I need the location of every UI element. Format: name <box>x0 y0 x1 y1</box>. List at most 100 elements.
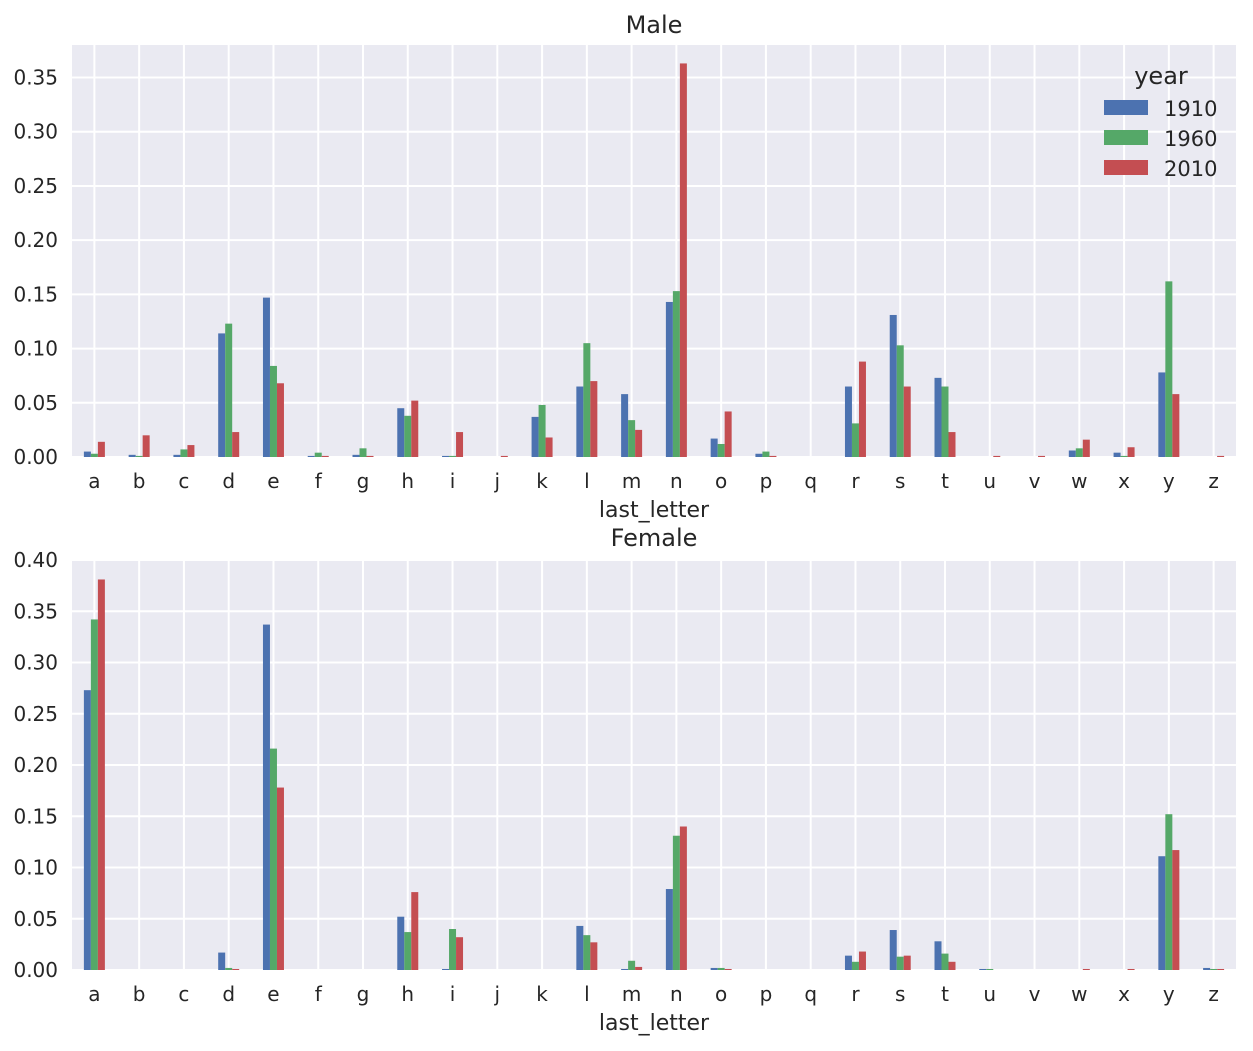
x-tick-label: z <box>1208 469 1219 493</box>
legend-label-2010: 2010 <box>1164 157 1217 181</box>
bars <box>83 579 1225 970</box>
y-tick-label: 0.20 <box>13 753 58 777</box>
bar-1910-x <box>1113 452 1121 457</box>
bar-1910-m <box>621 394 629 457</box>
bar-1910-c <box>173 454 181 457</box>
chart-title: Female <box>611 524 698 552</box>
bar-1960-o <box>717 443 725 457</box>
bar-1960-m <box>628 420 636 457</box>
x-tick-label: f <box>315 982 323 1006</box>
bar-1910-w <box>1068 450 1076 457</box>
bar-2010-m <box>635 429 643 457</box>
bar-1960-s <box>896 956 904 970</box>
x-axis-label: last_letter <box>599 1011 710 1036</box>
bar-1960-m <box>628 960 636 970</box>
bar-1910-t <box>934 941 942 970</box>
y-tick-label: 0.25 <box>13 702 58 726</box>
y-tick-label: 0.40 <box>13 548 58 572</box>
bar-2010-z <box>1217 968 1225 970</box>
bar-1960-n <box>672 835 680 970</box>
x-tick-label: j <box>494 982 501 1006</box>
bar-2010-d <box>232 432 240 457</box>
bar-2010-v <box>1038 455 1046 457</box>
x-tick-label: n <box>670 469 683 493</box>
bar-1960-d <box>225 323 233 457</box>
bar-1910-i <box>442 455 450 457</box>
bar-1960-g <box>359 448 367 457</box>
bar-1910-f <box>307 455 315 457</box>
y-tick-label: 0.35 <box>13 599 58 623</box>
bar-1910-a <box>83 451 91 457</box>
bar-1910-u <box>979 968 987 970</box>
bar-1960-e <box>269 748 277 970</box>
bar-2010-n <box>679 826 687 970</box>
x-tick-label: r <box>851 982 860 1006</box>
chart-title: Male <box>626 11 683 39</box>
legend-swatch-1910 <box>1104 100 1148 115</box>
bar-2010-a <box>97 441 105 457</box>
bar-1960-u <box>986 968 994 970</box>
x-tick-label: k <box>536 469 548 493</box>
y-tick-label: 0.00 <box>13 958 58 982</box>
bar-1960-n <box>672 291 680 457</box>
bar-2010-t <box>948 961 956 970</box>
bar-2010-j <box>500 455 508 457</box>
bar-1960-l <box>583 935 591 970</box>
x-tick-label: x <box>1118 982 1130 1006</box>
x-tick-label: z <box>1208 982 1219 1006</box>
bar-1910-g <box>352 454 360 457</box>
bar-1910-a <box>83 690 91 970</box>
bar-2010-y <box>1172 850 1180 970</box>
bar-1960-s <box>896 345 904 457</box>
x-tick-label: t <box>941 982 949 1006</box>
bar-2010-o <box>724 968 732 970</box>
bar-2010-o <box>724 411 732 457</box>
bar-2010-g <box>366 455 374 457</box>
x-tick-labels: a b c d e f g h i j k l m n o p q r s t u v w x y z <box>88 982 1219 1006</box>
bar-2010-t <box>948 432 956 457</box>
bars <box>83 63 1225 457</box>
y-tick-label: 0.15 <box>13 804 58 828</box>
x-tick-label: h <box>401 469 414 493</box>
x-tick-label: w <box>1071 982 1087 1006</box>
bar-1960-p <box>762 451 770 457</box>
x-tick-label: i <box>450 469 456 493</box>
bar-1960-i <box>449 929 457 970</box>
bar-2010-h <box>411 400 419 457</box>
bar-1910-h <box>397 916 405 970</box>
bar-1910-o <box>710 967 718 970</box>
x-tick-label: d <box>222 469 235 493</box>
y-tick-label: 0.25 <box>13 174 58 198</box>
x-tick-label: b <box>133 469 146 493</box>
bar-1960-x <box>1120 455 1128 457</box>
bar-1910-s <box>889 314 897 457</box>
bar-2010-u <box>993 455 1001 457</box>
x-tick-label: l <box>584 982 590 1006</box>
bar-1960-e <box>269 365 277 457</box>
y-tick-label: 0.05 <box>13 391 58 415</box>
x-tick-label: h <box>401 982 414 1006</box>
bar-1910-n <box>665 301 673 457</box>
bar-2010-w <box>1082 968 1090 970</box>
bar-1960-f <box>314 452 322 457</box>
bar-1910-d <box>218 333 226 457</box>
y-tick-label: 0.00 <box>13 445 58 469</box>
gridlines <box>72 45 1236 458</box>
bar-1960-z <box>1210 968 1218 970</box>
y-tick-label: 0.30 <box>13 651 58 675</box>
legend-swatch-2010 <box>1104 160 1148 175</box>
bar-2010-b <box>142 435 150 457</box>
bar-1960-y <box>1165 281 1173 457</box>
x-tick-label: d <box>222 982 235 1006</box>
bar-1960-d <box>225 967 233 970</box>
x-tick-label: i <box>450 982 456 1006</box>
x-tick-label: g <box>357 469 370 493</box>
x-tick-label: c <box>178 982 189 1006</box>
x-tick-label: e <box>267 982 279 1006</box>
x-tick-label: o <box>715 469 727 493</box>
bar-1960-y <box>1165 814 1173 970</box>
bar-2010-l <box>590 942 598 970</box>
y-tick-labels: 0.00 0.05 0.10 0.15 0.20 0.25 0.30 0.35 <box>13 66 58 469</box>
bar-1910-h <box>397 408 405 457</box>
